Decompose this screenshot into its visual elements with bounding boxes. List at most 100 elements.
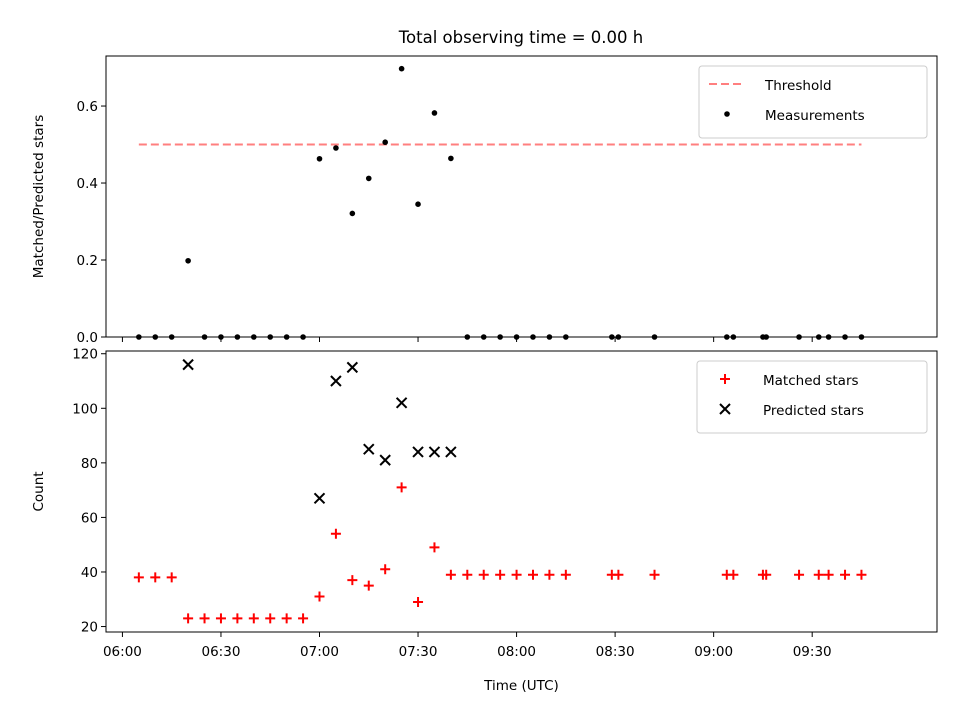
matched-stars-point (511, 569, 522, 580)
matched-stars-point (560, 569, 571, 580)
matched-stars-point (248, 613, 259, 624)
axes-frame (105, 350, 938, 633)
matched-stars-point (166, 572, 177, 583)
legend-box (698, 65, 928, 139)
measurement-point (723, 334, 730, 340)
y-axis-label: Count (31, 471, 47, 511)
measurement-point (480, 334, 487, 340)
predicted-stars-point (346, 361, 359, 374)
legend-box (696, 360, 928, 434)
measurement-point (234, 334, 241, 340)
measurement-point (398, 65, 405, 72)
y-tick-label: 100 (72, 401, 98, 417)
y-tick-label: 60 (81, 510, 98, 526)
matched-stars-point (429, 542, 440, 553)
y-tick-label: 40 (81, 565, 98, 581)
legend: Matched stars Predicted stars (696, 360, 928, 434)
top-panel: 0.0 0.2 0.4 0.6 Matched/Predicted stars Thres… (31, 55, 938, 346)
legend-swatch (720, 374, 730, 384)
measurement-point (382, 139, 388, 146)
measurement-point (185, 257, 191, 264)
matched-stars-point (215, 613, 226, 624)
measurement-point (651, 334, 658, 340)
predicted-stars-point (182, 358, 194, 371)
measurement-point (300, 334, 306, 340)
legend: Threshold Measurements (698, 65, 928, 139)
predicted-stars-point (395, 397, 408, 409)
matched-stars-point (462, 569, 473, 580)
matched-stars-point (649, 569, 660, 580)
x-tick-label: 07:30 (399, 644, 438, 660)
predicted-stars-point (428, 446, 441, 458)
matched-stars-point (613, 569, 624, 580)
predicted-stars-point (363, 443, 375, 455)
matched-stars-point (265, 613, 276, 624)
legend-swatch (724, 111, 730, 117)
matched-stars-point (183, 613, 194, 624)
matched-stars-point (298, 613, 309, 624)
matched-stars-point (527, 569, 538, 580)
matched-stars-point (363, 580, 374, 591)
matched-stars-point (544, 569, 555, 580)
x-tick-label: 08:30 (596, 644, 635, 660)
measurement-point (513, 334, 520, 340)
x-tick-label: 06:00 (103, 644, 142, 660)
measurement-point (763, 334, 770, 340)
predicted-stars-point (445, 446, 457, 458)
measurement-point (267, 334, 274, 340)
matched-stars-point (495, 569, 506, 580)
axes-frame (105, 55, 938, 338)
matched-stars-point (445, 569, 456, 580)
matched-stars-point (314, 591, 325, 602)
legend-label: Predicted stars (763, 403, 864, 419)
figure-title: Total observing time = 0.00 h (398, 28, 643, 47)
y-tick-label: 120 (72, 347, 98, 363)
x-tick-label: 06:30 (202, 644, 241, 660)
matched-stars-point (281, 613, 292, 624)
measurement-point (283, 334, 290, 340)
matched-stars-point (761, 569, 772, 580)
bottom-panel: 20 40 60 80 100 120 06:00 06:30 07:00 07:30 08:00 0… (31, 347, 938, 694)
x-tick-label: 08:00 (497, 644, 536, 660)
measurement-point (201, 334, 208, 340)
x-axis-label: Time (UTC) (483, 678, 559, 694)
measurement-point (415, 201, 421, 207)
matched-stars-point (478, 569, 489, 580)
matched-stars-point (840, 569, 851, 580)
matched-stars-point (396, 482, 407, 493)
matched-stars-point (380, 564, 391, 575)
legend-label: Matched stars (763, 373, 859, 389)
matched-stars-point (330, 528, 341, 539)
measurement-point (615, 334, 622, 340)
measurement-point (136, 334, 142, 340)
y-tick-label: 20 (81, 620, 98, 636)
x-tick-label: 07:00 (300, 644, 339, 660)
measurement-point (168, 334, 175, 340)
x-tick-label: 09:30 (793, 644, 832, 660)
matched-stars-point (728, 569, 739, 580)
measurement-point (842, 334, 848, 340)
measurement-point (448, 155, 454, 162)
measurement-point (349, 210, 356, 217)
measurement-point (497, 334, 503, 340)
measurement-point (563, 334, 569, 340)
matched-stars-point (133, 572, 144, 583)
x-tick-label: 09:00 (694, 644, 733, 660)
measurement-point (333, 145, 339, 151)
y-axis-label: Matched/Predicted stars (31, 115, 47, 278)
matched-stars-point (413, 596, 424, 607)
legend-label: Measurements (765, 108, 865, 124)
measurement-point (825, 334, 832, 340)
predicted-stars-point (313, 492, 326, 505)
legend-swatch (719, 403, 731, 415)
measurement-point (815, 334, 822, 340)
matched-stars-point (813, 569, 824, 580)
predicted-stars-point (330, 375, 342, 387)
measurement-point (152, 334, 159, 340)
y-tick-label: 0.0 (77, 330, 98, 346)
measurement-point (218, 334, 224, 340)
measurement-point (251, 334, 257, 340)
y-tick-label: 80 (81, 456, 98, 472)
matched-stars-point (150, 572, 161, 583)
